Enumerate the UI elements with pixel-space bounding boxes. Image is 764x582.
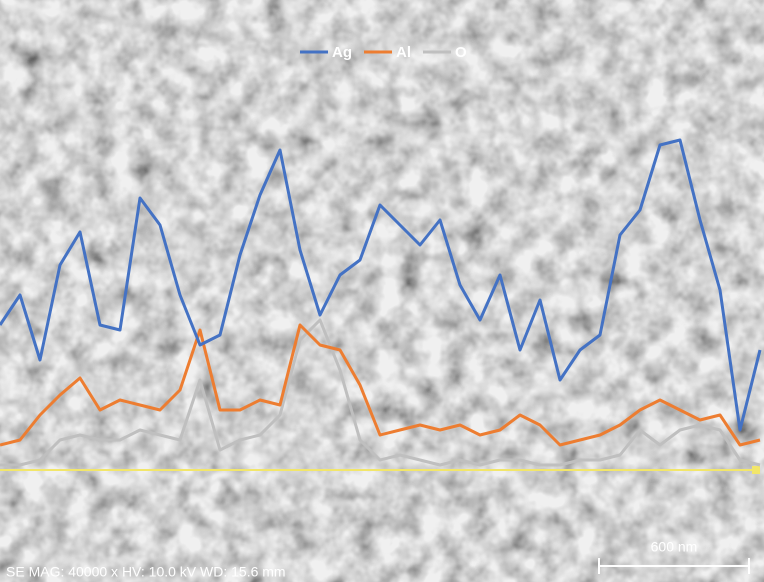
legend-label: O — [455, 44, 467, 61]
data-line — [0, 138, 762, 432]
scale-bar — [598, 558, 750, 574]
scale-bar-label: 600 nm — [651, 539, 698, 555]
scan-end — [752, 466, 760, 474]
data-line — [0, 323, 761, 447]
data-line — [0, 318, 761, 467]
legend-label: Al — [396, 44, 411, 61]
info-text: SE MAG: 40000 x HV: 10.0 kV WD: 15.6 mm — [6, 564, 286, 580]
legend-label: Ag — [332, 44, 352, 61]
